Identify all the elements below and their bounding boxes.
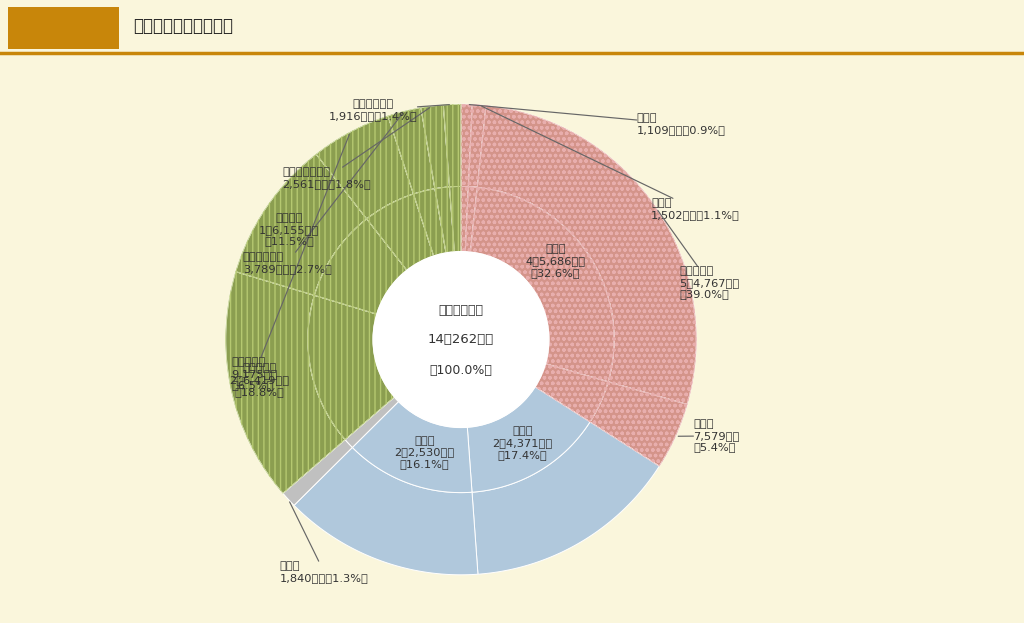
- Polygon shape: [308, 295, 394, 440]
- Text: 不動産取得税
3,789億円（2.7%）: 不動産取得税 3,789億円（2.7%）: [243, 113, 402, 273]
- Polygon shape: [316, 116, 414, 219]
- Polygon shape: [470, 188, 614, 382]
- Polygon shape: [367, 194, 434, 270]
- Text: 法人分
2兆2,530億円
（16.1%）: 法人分 2兆2,530億円 （16.1%）: [394, 435, 455, 469]
- Polygon shape: [590, 382, 687, 466]
- Polygon shape: [477, 106, 696, 404]
- Polygon shape: [352, 401, 472, 493]
- Polygon shape: [461, 104, 472, 187]
- Polygon shape: [314, 219, 407, 314]
- Polygon shape: [283, 440, 352, 505]
- Text: 自動車取得税
1,916億円（1.4%）: 自動車取得税 1,916億円（1.4%）: [329, 99, 450, 121]
- Text: 道府県民税
5兆4,767億円
（39.0%）: 道府県民税 5兆4,767億円 （39.0%）: [657, 211, 739, 300]
- Polygon shape: [467, 387, 590, 492]
- Polygon shape: [472, 422, 659, 574]
- Polygon shape: [388, 108, 435, 194]
- Polygon shape: [414, 189, 446, 256]
- Polygon shape: [435, 187, 455, 253]
- Text: 道府県税総額: 道府県税総額: [438, 303, 483, 316]
- Polygon shape: [294, 447, 478, 575]
- Polygon shape: [225, 272, 345, 493]
- Polygon shape: [465, 187, 477, 252]
- Text: 道府県税収入額の状況: 道府県税収入額の状況: [133, 17, 233, 35]
- FancyBboxPatch shape: [8, 7, 119, 49]
- Text: 事業税
2兆4,371億円
（17.4%）: 事業税 2兆4,371億円 （17.4%）: [493, 426, 553, 460]
- Text: 14兆262億円: 14兆262億円: [428, 333, 495, 346]
- Polygon shape: [450, 186, 461, 252]
- Text: 法人分
7,579億円
（5.4%）: 法人分 7,579億円 （5.4%）: [678, 419, 739, 452]
- Text: （100.0%）: （100.0%）: [429, 364, 493, 377]
- Polygon shape: [236, 154, 367, 295]
- Polygon shape: [345, 397, 398, 447]
- Text: その他
1,109億円（0.9%）: その他 1,109億円（0.9%）: [469, 105, 726, 135]
- Text: 利子割
1,502億円（1.1%）: 利子割 1,502億円（1.1%）: [481, 106, 739, 220]
- Polygon shape: [536, 364, 608, 422]
- Polygon shape: [461, 186, 468, 252]
- Polygon shape: [468, 105, 486, 188]
- Text: 個人分
4兆5,686億円
（32.6%）: 個人分 4兆5,686億円 （32.6%）: [525, 244, 586, 278]
- Text: 地方消費税
2兆6,419億円
（18.8%）: 地方消費税 2兆6,419億円 （18.8%）: [229, 363, 290, 397]
- Polygon shape: [421, 105, 450, 189]
- Polygon shape: [443, 104, 461, 187]
- Text: 道府県たばこ税
2,561億円（1.8%）: 道府県たばこ税 2,561億円（1.8%）: [283, 108, 430, 189]
- Text: 個人分
1,840億円（1.3%）: 個人分 1,840億円（1.3%）: [280, 502, 369, 583]
- Text: 第28図: 第28図: [40, 17, 87, 35]
- Circle shape: [373, 252, 549, 427]
- Text: 軽油引取税
9,175億円
（6.5%）: 軽油引取税 9,175億円 （6.5%）: [231, 135, 349, 390]
- Text: 自動車税
1兆6,155億円
（11.5%）: 自動車税 1兆6,155億円 （11.5%）: [259, 213, 319, 247]
